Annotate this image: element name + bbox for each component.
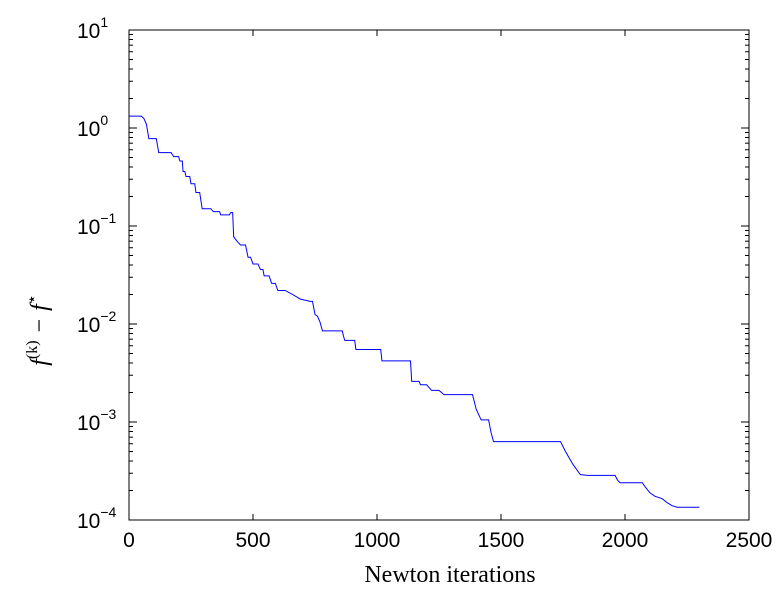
y-tick-label-exponent: −3 [100, 406, 116, 422]
y-tick-label-base: 10 [77, 412, 100, 435]
y-tick-label: 10−1 [77, 210, 117, 239]
series-line [129, 115, 700, 508]
y-title-minus: − [27, 319, 53, 333]
y-tick-label: 10−3 [77, 406, 117, 435]
plot-area [128, 29, 750, 521]
y-tick-label-base: 10 [77, 216, 100, 239]
y-tick-label: 10−4 [77, 504, 117, 533]
y-tick-label-exponent: −1 [100, 210, 116, 226]
y-title-k-superscript: (k) [24, 340, 41, 359]
y-tick-label-base: 10 [77, 510, 100, 533]
x-tick-label: 2000 [602, 529, 649, 552]
y-axis-title: f(k)−f⋆ [24, 294, 53, 366]
x-axis-ticks: 0 500 1000 1500 2000 2500 [123, 30, 772, 552]
y-tick-label-base: 10 [77, 314, 100, 337]
svg-text:f(k)−f⋆: f(k)−f⋆ [24, 294, 53, 366]
y-tick-label: 100 [77, 112, 108, 141]
x-tick-label: 0 [123, 529, 135, 552]
y-tick-label-exponent: −2 [100, 308, 116, 324]
y-tick-label-exponent: 1 [100, 14, 108, 30]
y-tick-label-exponent: −4 [100, 504, 116, 520]
y-title-star-superscript: ⋆ [24, 294, 41, 304]
y-tick-label-base: 10 [77, 118, 100, 141]
y-tick-label: 101 [77, 14, 108, 43]
y-tick-label-base: 10 [77, 20, 100, 43]
x-tick-label: 500 [235, 529, 270, 552]
x-tick-label: 1000 [354, 529, 401, 552]
y-title-f: f [27, 356, 53, 366]
x-axis-title: Newton iterations [364, 562, 535, 588]
x-tick-label: 2500 [726, 529, 773, 552]
y-tick-label-exponent: 0 [100, 112, 108, 128]
y-tick-label: 10−2 [77, 308, 117, 337]
plot-frame [128, 29, 750, 521]
x-tick-label: 1500 [478, 529, 525, 552]
y-title-f-star: f [27, 301, 53, 311]
